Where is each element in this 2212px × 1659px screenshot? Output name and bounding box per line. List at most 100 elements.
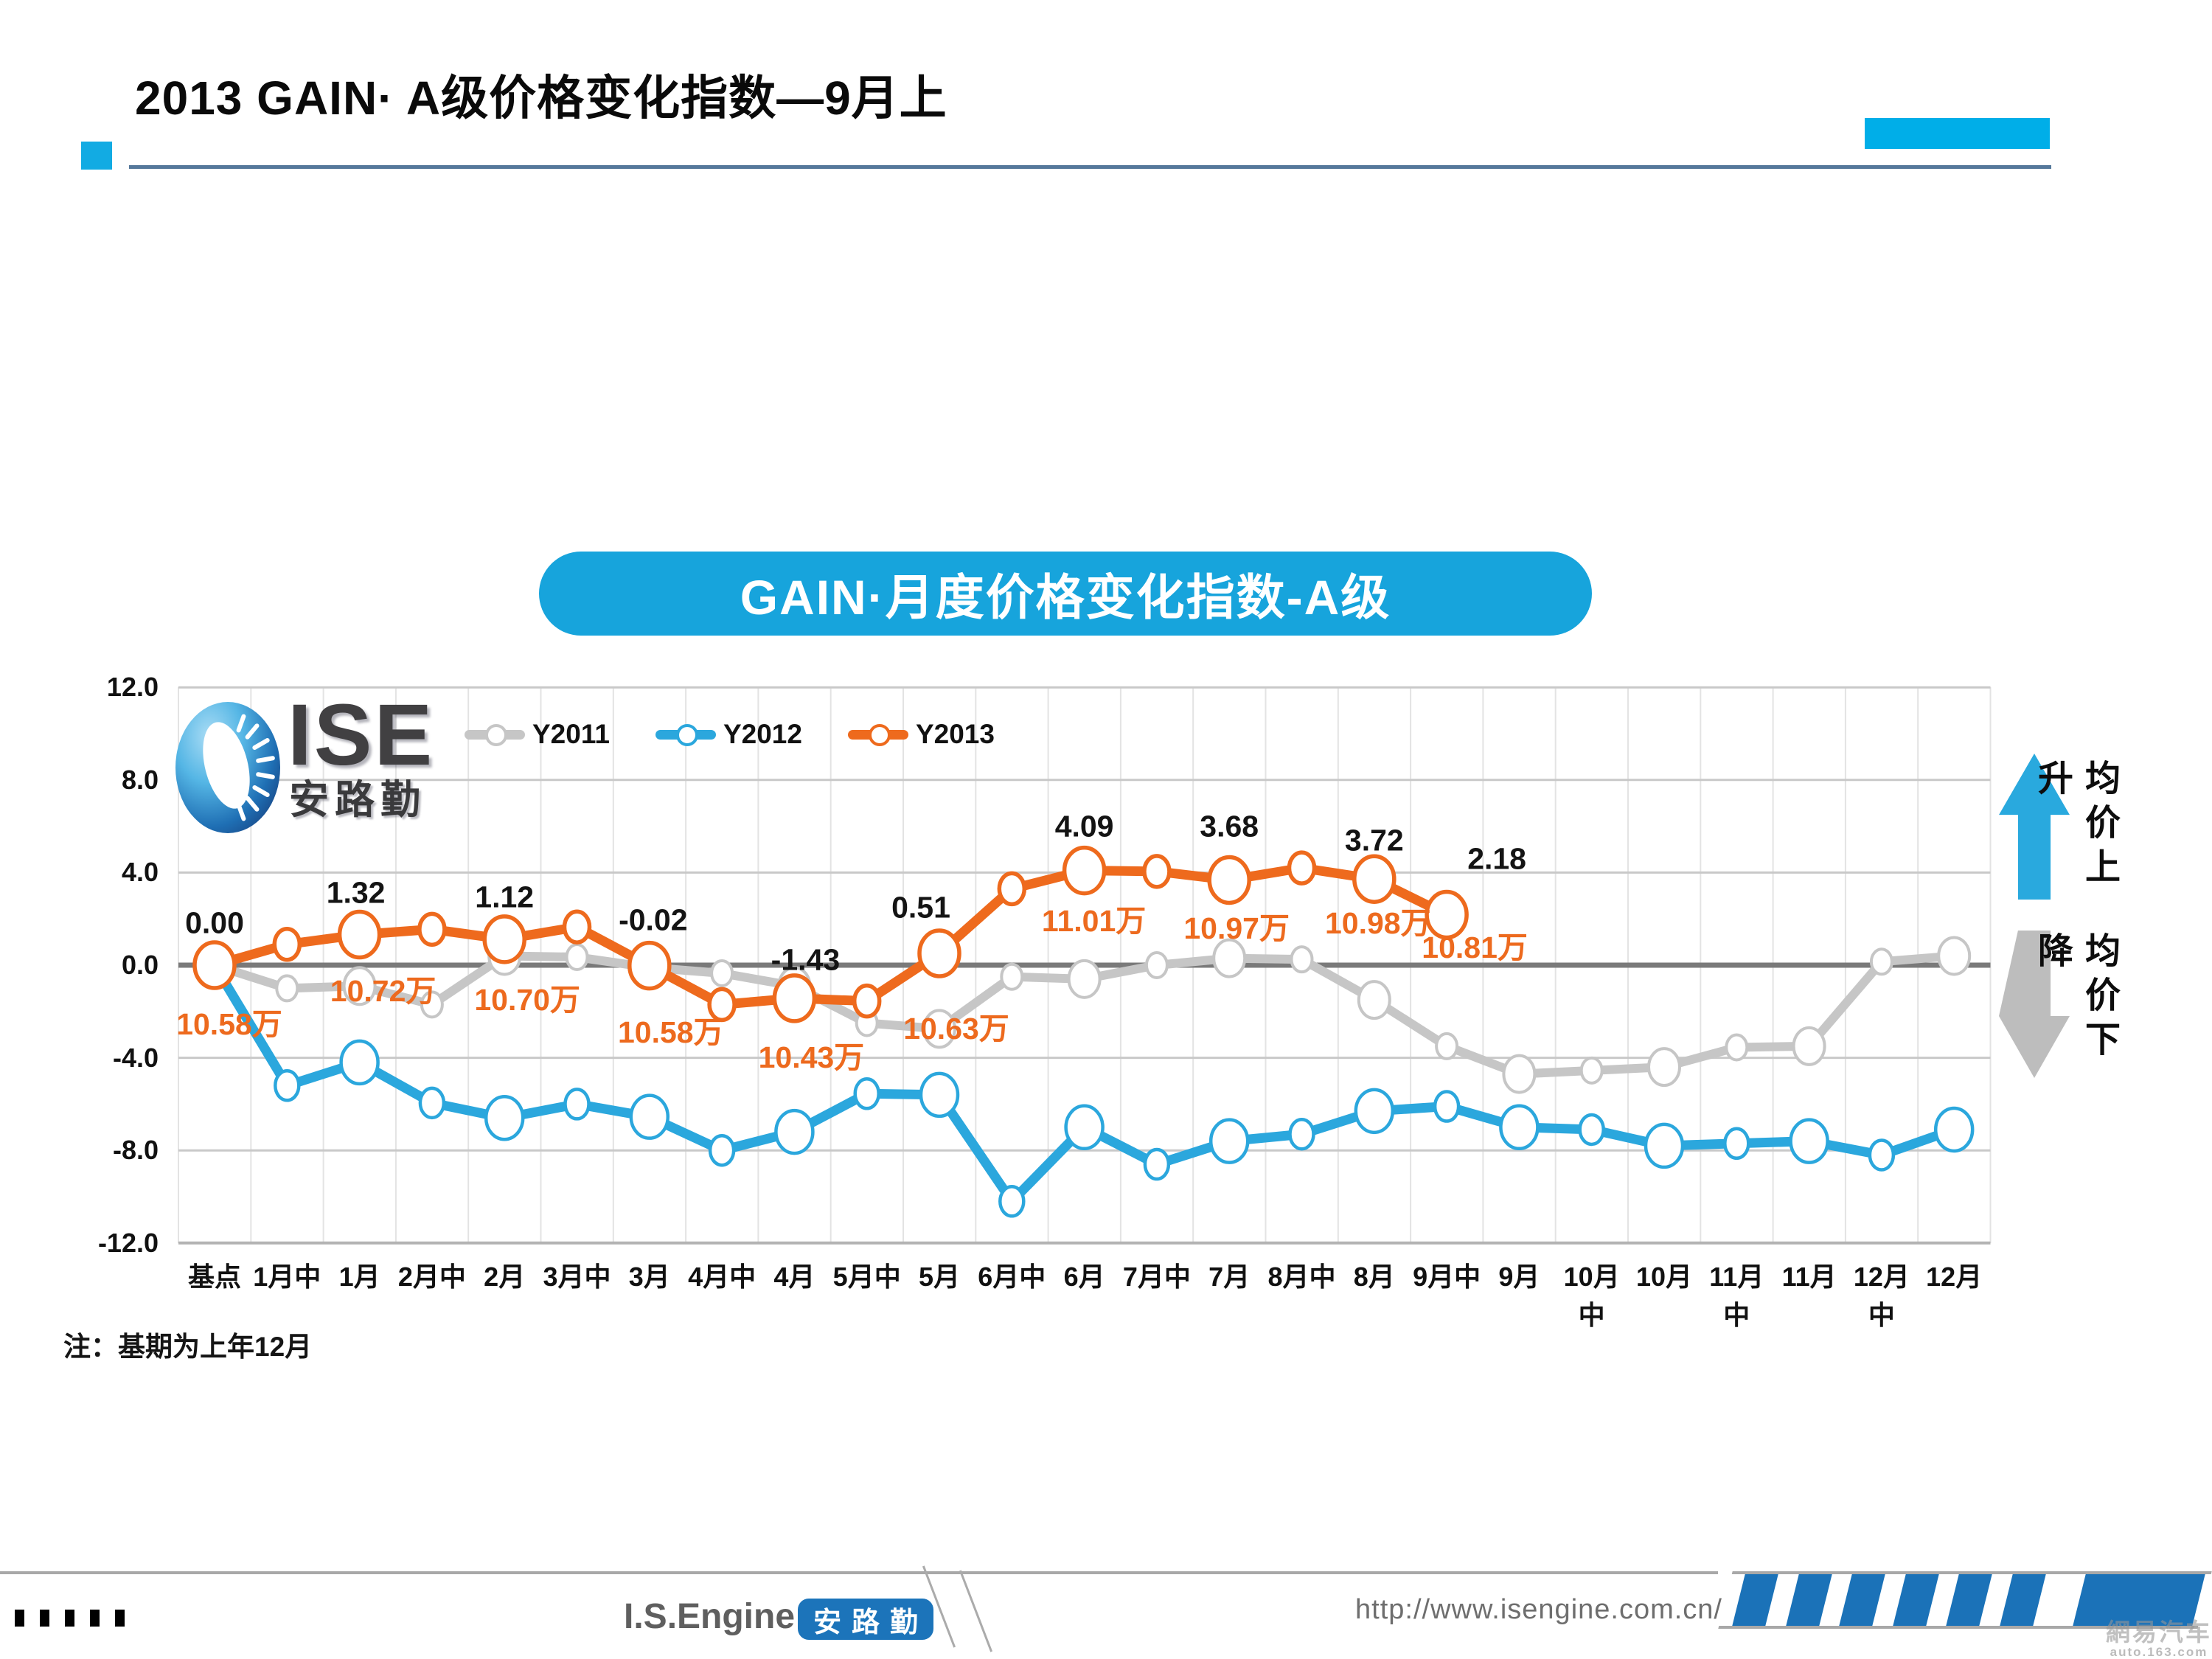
x-tick-label: 5月 [918,1262,961,1292]
marker-y2011 [1212,938,1247,978]
marker-y2013 [337,909,382,960]
legend-item-y2013: Y2013 [847,719,995,750]
ise-logo-stripe-icon [244,795,261,813]
chart-banner: GAIN·月度价格变化指数-A级 [539,552,1592,636]
marker-y2013 [1425,889,1469,940]
marker-y2011 [922,1009,956,1049]
marker-y2012 [274,1069,301,1102]
legend-marker-icon [847,723,908,746]
title-underline [129,165,2051,169]
marker-y2012 [1433,1090,1461,1123]
marker-y2012 [1933,1106,1975,1153]
watermark-text: 網易汽车 [2106,1618,2212,1646]
marker-y2012 [1288,1117,1315,1151]
marker-y2012 [998,1185,1026,1218]
chart-banner-title: GAIN·月度价格变化指数-A级 [740,570,1391,625]
ise-logo-sphere-icon [175,702,280,833]
marker-y2011 [1869,947,1893,976]
x-tick-label: 2月 [484,1262,526,1292]
footer-dot [90,1610,100,1627]
marker-y2013 [852,983,882,1019]
marker-y2012 [853,1077,880,1110]
marker-y2013 [1287,850,1317,886]
marker-y2012 [1354,1088,1395,1135]
marker-y2013 [917,928,961,978]
legend-marker-icon [655,723,716,746]
x-tick-label: 11月 [1781,1262,1837,1292]
y-tick-label: 4.0 [121,857,159,888]
marker-y2012 [1499,1104,1540,1151]
series-line-y2012 [209,960,1959,1206]
legend-marker-icon [465,723,525,746]
x-tick-label: 4月中 [688,1262,757,1292]
stripe [1946,1574,1992,1626]
marker-y2011 [342,966,377,1006]
x-tick-label: 8月中 [1267,1262,1336,1292]
marker-y2011 [1067,959,1102,999]
marker-y2011 [1435,1032,1459,1060]
marker-y2011 [1502,1054,1537,1094]
x-tick-label: 5月中 [832,1262,901,1292]
marker-y2011 [710,959,734,987]
x-tick-label: 4月 [773,1262,815,1292]
footer-brand: I.S.Engine [624,1597,796,1636]
y-tick-label: 8.0 [121,764,159,795]
price-down-label: 均价下降 [2032,932,2118,1065]
footer-divider [0,1571,1718,1574]
marker-y2012 [919,1071,960,1119]
legend-label: Y2013 [915,719,995,749]
stripe [1839,1574,1885,1626]
marker-y2012 [1064,1104,1105,1151]
x-tick-label: 11月 中 [1709,1262,1764,1331]
marker-y2012 [1723,1127,1750,1161]
marker-y2012 [484,1094,525,1141]
y-tick-label: -12.0 [97,1227,159,1258]
x-tick-label: 9月中 [1413,1262,1481,1292]
marker-y2011 [275,974,299,1003]
ise-logo: ISE 安路勤 [175,692,493,838]
marker-y2013 [1352,854,1397,904]
marker-y2011 [1290,945,1314,974]
price-up-label: 均价上升 [2032,759,2118,892]
header-accent-bar [1865,118,2050,149]
footer-url[interactable]: http://www.isengine.com.cn/ [1355,1594,1722,1625]
x-tick-label: 12月 中 [1853,1262,1910,1331]
stripe [1732,1574,1778,1626]
x-tick-label: 2月中 [397,1262,466,1292]
marker-y2013 [627,940,672,991]
marker-y2012 [1578,1113,1605,1147]
x-tick-label: 9月 [1498,1262,1540,1292]
x-tick-label: 6月 [1063,1262,1105,1292]
marker-y2012 [708,1133,736,1167]
footer-brand-badge-label: 安路勤 [813,1607,928,1638]
x-tick-label: 10月 中 [1563,1262,1620,1331]
marker-y2013 [272,926,302,962]
marker-y2012 [1208,1118,1250,1164]
ise-logo-subtext: 安路勤 [289,778,426,822]
marker-y2011 [1579,1056,1604,1085]
y-tick-label: -4.0 [112,1042,159,1073]
marker-y2013 [192,940,237,990]
footer-dot [40,1610,49,1627]
marker-y2012 [563,1088,591,1121]
marker-y2012 [1868,1138,1896,1172]
marker-y2012 [1789,1118,1829,1164]
watermark: 網易汽车 auto.163.com [2106,1618,2212,1659]
ise-logo-stripe-icon [244,723,261,740]
chart-legend: Y2011 Y2012 Y2013 [465,719,995,750]
x-tick-label: 10月 [1635,1262,1693,1292]
y-tick-label: 12.0 [106,672,159,703]
x-tick-label: 1月中 [253,1262,321,1292]
footer-dot [115,1610,125,1627]
marker-y2011 [420,990,444,1019]
stripe [1999,1574,2046,1626]
marker-y2013 [1062,845,1107,896]
watermark-subtext: auto.163.com [2110,1645,2208,1659]
x-tick-label: 3月中 [543,1262,611,1292]
marker-y2013 [482,914,526,964]
marker-y2013 [1207,855,1251,905]
marker-y2013 [707,987,737,1023]
x-tick-label: 12月 [1926,1262,1983,1292]
